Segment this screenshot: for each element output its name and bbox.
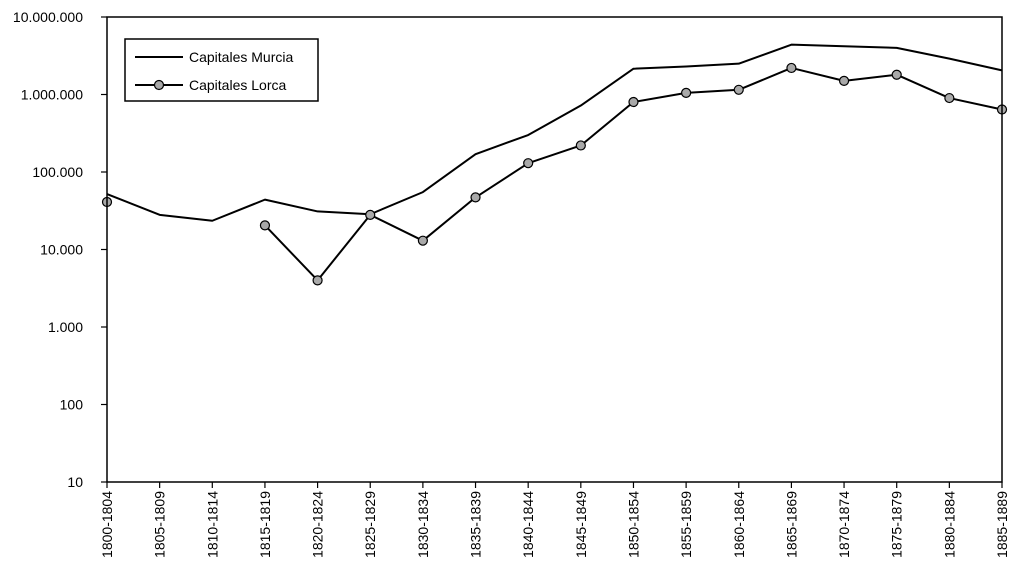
x-tick-label: 1800-1804 xyxy=(99,491,115,558)
legend-label-murcia: Capitales Murcia xyxy=(189,49,293,65)
data-point xyxy=(365,209,376,220)
x-tick-label: 1810-1814 xyxy=(204,491,220,558)
data-point xyxy=(786,62,797,74)
x-tick-label: 1815-1819 xyxy=(257,491,273,558)
y-tick-label: 10.000.000 xyxy=(13,9,83,25)
x-tick-label: 1840-1844 xyxy=(520,491,536,558)
x-tick-label: 1850-1854 xyxy=(625,491,641,558)
data-point xyxy=(259,220,271,231)
y-tick-label: 100 xyxy=(60,397,84,413)
y-tick-label: 1.000 xyxy=(48,319,83,335)
x-tick-label: 1885-1889 xyxy=(994,491,1010,558)
y-tick-label: 10.000 xyxy=(40,242,83,258)
data-point xyxy=(944,92,955,104)
x-tick-label: 1805-1809 xyxy=(152,491,168,558)
data-point xyxy=(681,87,692,98)
x-tick-label: 1835-1839 xyxy=(468,491,484,558)
data-point xyxy=(733,84,744,95)
data-point xyxy=(628,96,639,108)
legend-box xyxy=(124,38,319,102)
data-point xyxy=(523,158,534,169)
legend-label-lorca: Capitales Lorca xyxy=(189,77,286,93)
x-tick-label: 1875-1879 xyxy=(889,491,905,558)
data-point xyxy=(891,69,902,80)
plot-area-border xyxy=(106,16,1003,483)
x-tick-label: 1830-1834 xyxy=(415,491,431,558)
x-tick-label: 1855-1859 xyxy=(678,491,694,558)
x-axis: 1800-1804 1805-1809 1810-1814 1815-1819 1820… xyxy=(99,482,1010,558)
data-point xyxy=(575,140,586,151)
y-tick-label: 10 xyxy=(67,474,83,490)
x-tick-label: 1825-1829 xyxy=(362,491,378,558)
x-tick-label: 1860-1864 xyxy=(731,491,747,558)
data-point xyxy=(838,75,850,86)
data-point xyxy=(312,275,323,286)
x-tick-label: 1845-1849 xyxy=(573,491,589,558)
y-axis: 10 100 1.000 10.000 100.000 1.000.000 10.000.0… xyxy=(13,9,107,490)
y-tick-label: 100.000 xyxy=(32,164,83,180)
data-point xyxy=(470,192,481,203)
x-tick-label: 1820-1824 xyxy=(310,491,326,558)
series-murcia xyxy=(106,43,1003,222)
data-point xyxy=(417,235,428,246)
legend: Capitales Murcia Capitales Lorca xyxy=(124,38,319,102)
x-tick-label: 1880-1884 xyxy=(941,491,957,558)
series-line xyxy=(106,43,1003,222)
y-tick-label: 1.000.000 xyxy=(21,87,83,103)
legend-marker-lorca xyxy=(153,79,165,91)
x-tick-label: 1865-1869 xyxy=(783,491,799,558)
x-tick-label: 1870-1874 xyxy=(836,491,852,558)
